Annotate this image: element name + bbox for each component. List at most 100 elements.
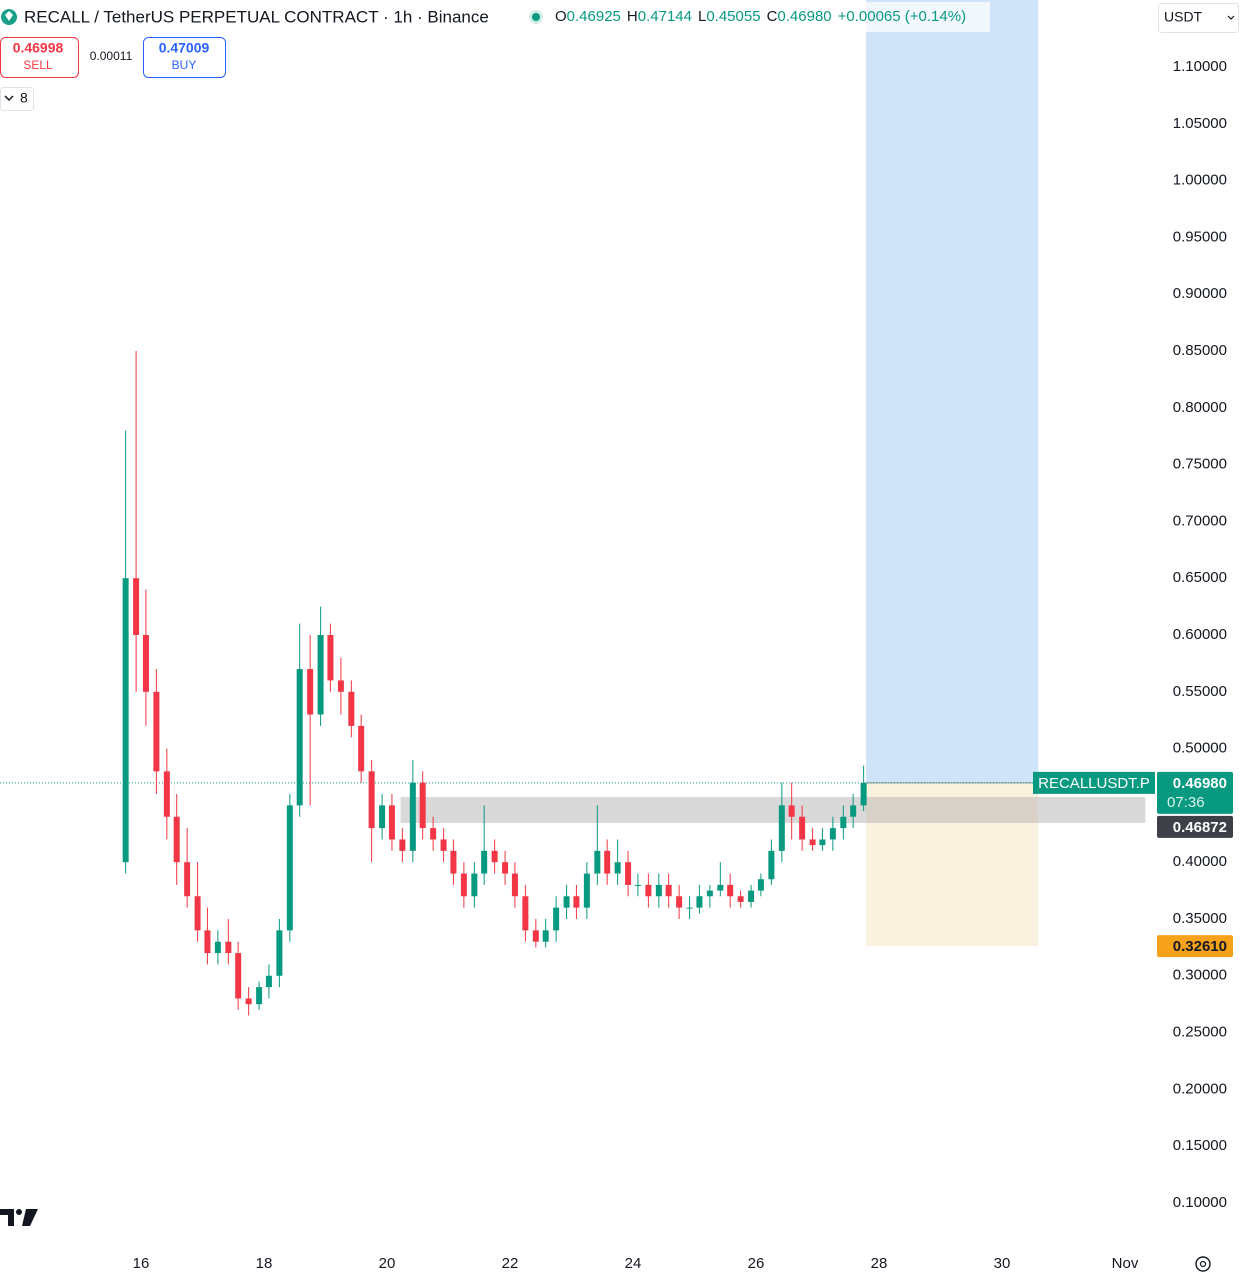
candle-body — [594, 850, 601, 874]
candle-body — [337, 680, 344, 692]
candle-body — [522, 896, 529, 931]
candle-body — [471, 873, 478, 897]
y-tick-label: 0.25000 — [1173, 1024, 1227, 1041]
y-tick-label: 0.95000 — [1173, 228, 1227, 245]
settings-icon-core — [1199, 1260, 1207, 1268]
candle-body — [133, 578, 140, 635]
tv-logo — [0, 1209, 38, 1226]
y-tick-label: 0.65000 — [1173, 569, 1227, 586]
ohlc-key: C — [767, 8, 778, 25]
candle-body — [809, 839, 816, 846]
candle-body — [327, 634, 334, 681]
candle-body — [645, 884, 652, 897]
candle-body — [460, 873, 467, 897]
candle-body — [368, 771, 375, 829]
logo-part — [16, 1209, 22, 1215]
indicators-count[interactable]: 8 — [20, 90, 28, 106]
x-tick-label: 22 — [502, 1255, 519, 1272]
buy-label[interactable]: BUY — [172, 58, 197, 72]
candle-body — [583, 873, 590, 908]
candle-body — [532, 930, 539, 942]
candle-body — [717, 884, 724, 891]
candle-body — [276, 930, 283, 976]
candle-body — [184, 862, 191, 897]
sell-button[interactable] — [0, 37, 79, 78]
candle-body — [511, 873, 518, 897]
currency-select[interactable] — [1158, 3, 1239, 33]
sell-price[interactable]: 0.46998 — [13, 40, 64, 56]
mark-price-tag — [1157, 815, 1233, 838]
candle-body — [676, 896, 683, 908]
x-tick-label: 18 — [256, 1255, 273, 1272]
x-tick-label: 26 — [748, 1255, 765, 1272]
logo-glyph — [5, 11, 13, 21]
candle-body — [573, 896, 580, 908]
candle-body — [860, 782, 867, 806]
candle-body — [440, 839, 447, 851]
ohlc-value: 0.45055 — [706, 8, 760, 25]
x-tick-label: Nov — [1112, 1255, 1139, 1272]
target-zone — [866, 0, 1039, 783]
candle-body — [563, 896, 570, 908]
ohlc-key: H — [627, 8, 638, 25]
candle-body — [737, 896, 744, 902]
candle-body — [655, 884, 662, 897]
candle-body — [686, 907, 693, 909]
y-tick-label: 0.75000 — [1173, 456, 1227, 473]
y-tick-label: 0.55000 — [1173, 683, 1227, 700]
candle-body — [265, 975, 272, 988]
candle-body — [614, 862, 621, 874]
candle-body — [748, 890, 755, 902]
logo-part — [0, 1209, 14, 1226]
last-price-label: 0.46980 — [1173, 775, 1227, 792]
x-tick-label: 30 — [994, 1255, 1011, 1272]
candle-body — [348, 691, 355, 726]
candles — [122, 351, 867, 1016]
y-tick-label: 0.50000 — [1173, 740, 1227, 757]
countdown-label: 07:36 — [1167, 794, 1205, 811]
stop-price-tag — [1157, 935, 1233, 958]
settings-icon[interactable] — [1195, 1256, 1211, 1272]
ohlc-legend: O0.46925 H0.47144 L0.45055 C0.46980 +0.00065… — [555, 8, 966, 25]
ohlc-value: 0.46925 — [567, 8, 621, 25]
candle-body — [430, 828, 437, 840]
ohlc-key: L — [698, 8, 706, 25]
candle-body — [604, 850, 611, 874]
status-dot — [532, 13, 540, 21]
candle-body — [829, 828, 836, 840]
y-tick-label: 1.10000 — [1173, 58, 1227, 75]
mark-price-label: 0.46872 — [1173, 819, 1227, 836]
x-tick-label: 28 — [871, 1255, 888, 1272]
y-tick-label: 0.90000 — [1173, 285, 1227, 302]
indicators-toggle[interactable] — [0, 87, 34, 111]
stop-zone — [866, 782, 1039, 947]
y-tick-label: 0.60000 — [1173, 626, 1227, 643]
stop-price-label: 0.32610 — [1173, 938, 1227, 955]
logo-part — [22, 1209, 38, 1226]
ohlc-key: O — [555, 8, 567, 25]
candle-body — [286, 805, 293, 931]
candle-body — [296, 669, 303, 806]
chevron — [1227, 15, 1235, 20]
candle-body — [256, 987, 263, 1005]
candle-body — [840, 816, 847, 829]
sell-label[interactable]: SELL — [23, 58, 53, 72]
y-tick-label: 0.80000 — [1173, 399, 1227, 416]
candle-body — [481, 850, 488, 874]
y-tick-label: 1.00000 — [1173, 172, 1227, 189]
candle-body — [379, 805, 386, 829]
candle-body — [419, 782, 426, 829]
buy-price[interactable]: 0.47009 — [159, 40, 210, 56]
candle-body — [757, 879, 764, 891]
buy-button[interactable] — [143, 37, 226, 78]
symbol-tag — [1033, 771, 1155, 794]
candle-body — [706, 890, 713, 897]
currency-label[interactable]: USDT — [1164, 9, 1203, 25]
candle-body — [625, 862, 632, 885]
y-tick-label: 0.35000 — [1173, 910, 1227, 927]
candle-body — [727, 884, 734, 897]
x-tick-label: 20 — [379, 1255, 396, 1272]
y-tick-label: 1.05000 — [1173, 115, 1227, 132]
candle-body — [450, 850, 457, 874]
candle-body — [153, 691, 160, 772]
